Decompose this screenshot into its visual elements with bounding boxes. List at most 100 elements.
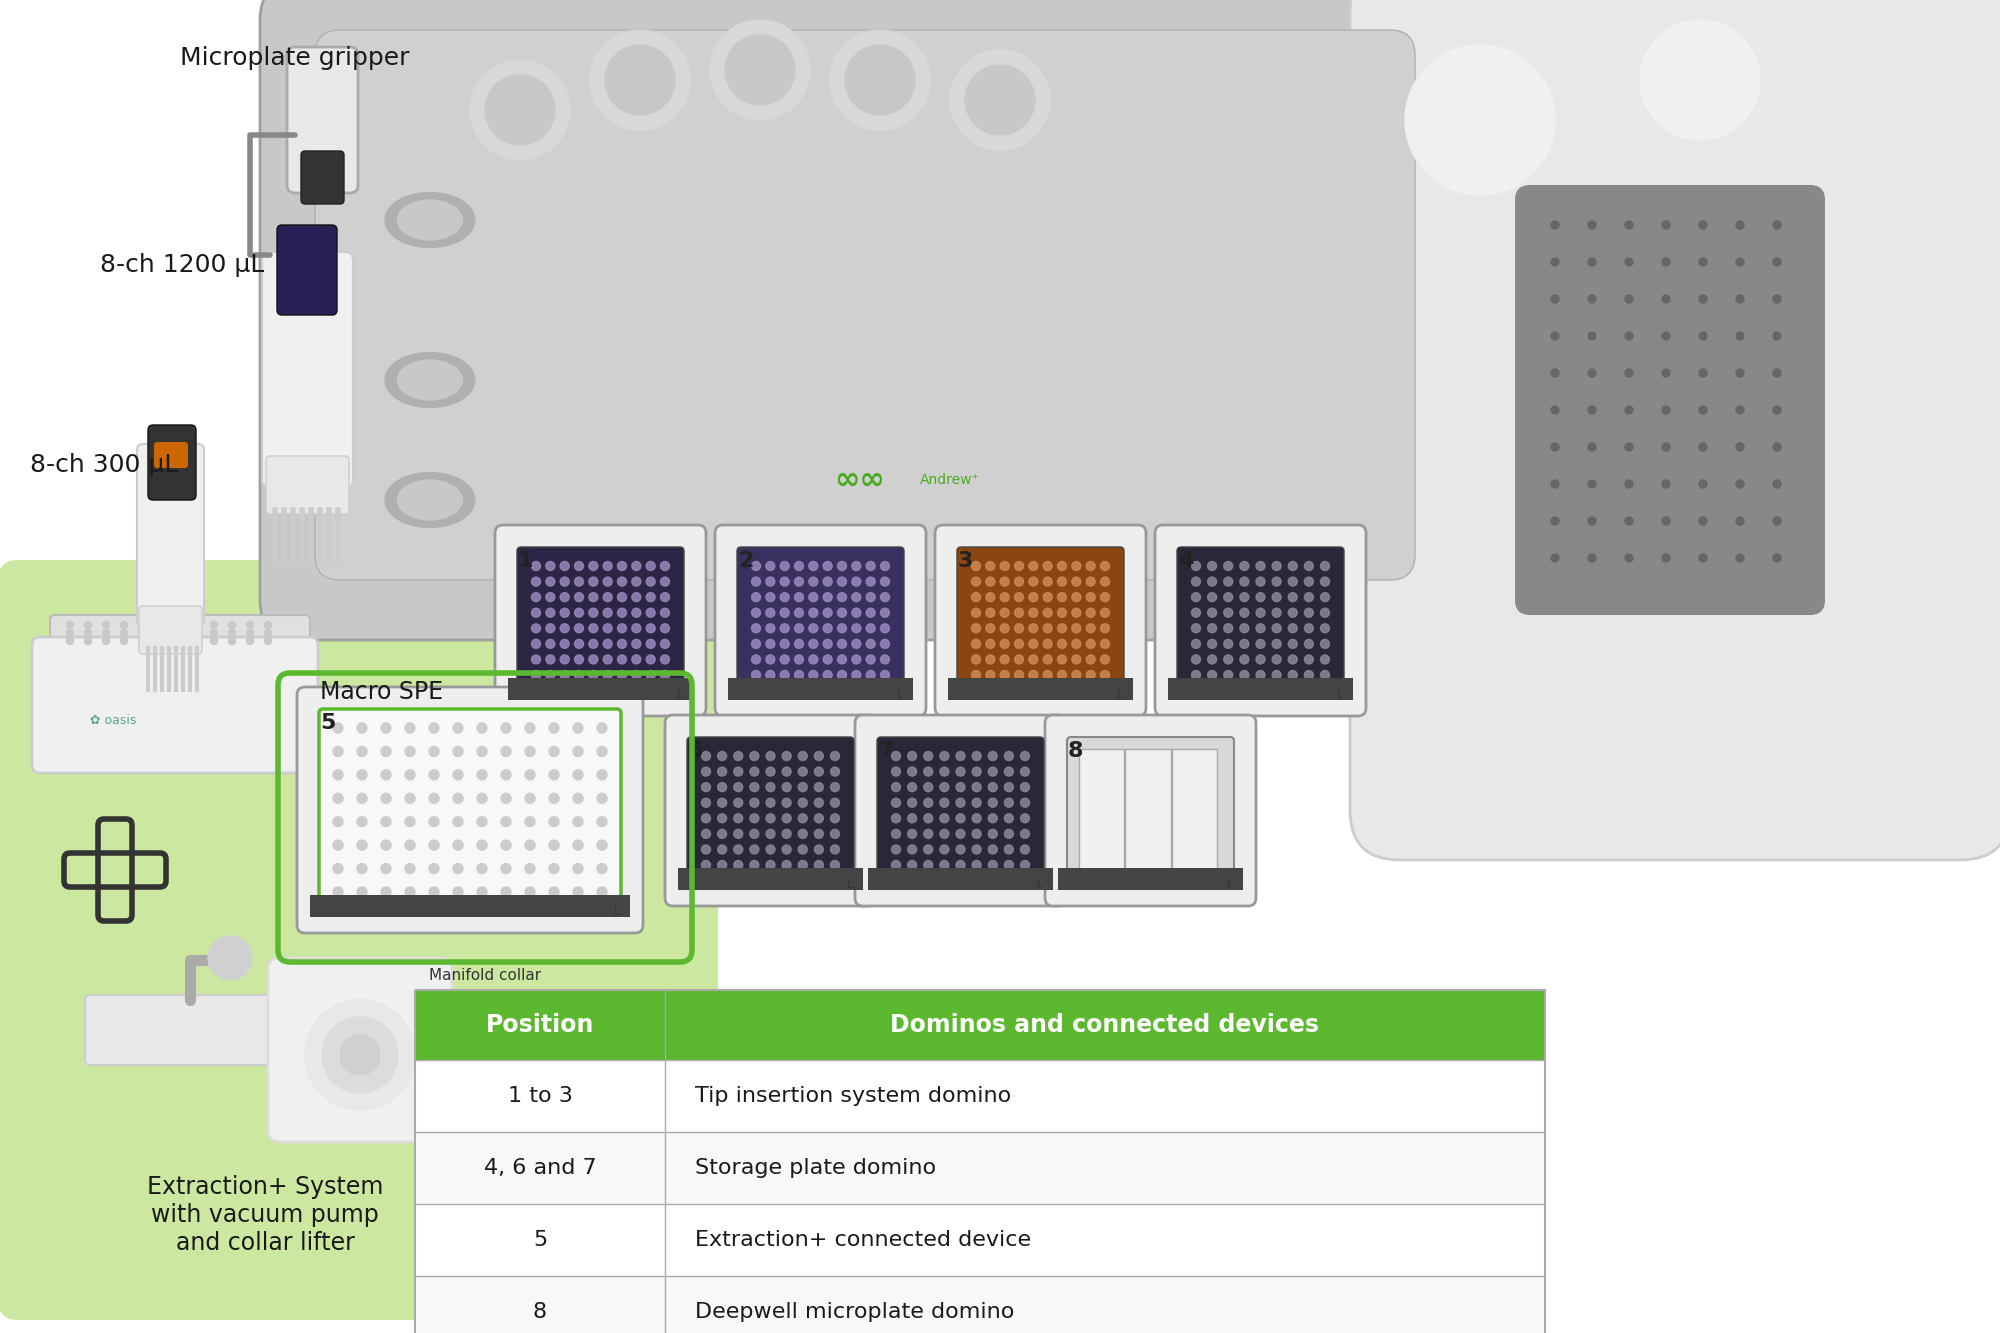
Circle shape xyxy=(718,766,726,776)
Circle shape xyxy=(548,770,560,780)
Circle shape xyxy=(1304,624,1314,633)
Circle shape xyxy=(972,670,980,680)
Text: L: L xyxy=(846,880,854,890)
Circle shape xyxy=(766,845,776,854)
Circle shape xyxy=(618,608,626,617)
Circle shape xyxy=(1700,369,1708,377)
Circle shape xyxy=(866,640,876,648)
Circle shape xyxy=(660,670,670,680)
Circle shape xyxy=(1304,608,1314,617)
Circle shape xyxy=(1240,640,1248,648)
Circle shape xyxy=(660,640,670,648)
Circle shape xyxy=(1072,655,1080,664)
Circle shape xyxy=(574,593,584,601)
Circle shape xyxy=(66,637,74,644)
Circle shape xyxy=(1304,593,1314,601)
FancyBboxPatch shape xyxy=(1058,868,1244,890)
FancyBboxPatch shape xyxy=(1080,749,1124,872)
Circle shape xyxy=(1552,517,1560,525)
Circle shape xyxy=(452,886,464,897)
Circle shape xyxy=(1224,624,1232,633)
FancyBboxPatch shape xyxy=(1350,0,2000,860)
Circle shape xyxy=(604,624,612,633)
Circle shape xyxy=(766,624,774,633)
Circle shape xyxy=(824,624,832,633)
Circle shape xyxy=(1100,670,1110,680)
Circle shape xyxy=(1028,577,1038,587)
Circle shape xyxy=(192,637,200,644)
Text: L: L xyxy=(1336,690,1344,700)
Circle shape xyxy=(940,766,948,776)
Circle shape xyxy=(766,829,776,838)
Circle shape xyxy=(1588,480,1596,488)
Circle shape xyxy=(1774,517,1782,525)
Circle shape xyxy=(560,608,570,617)
Circle shape xyxy=(632,624,640,633)
Circle shape xyxy=(972,782,982,792)
Circle shape xyxy=(380,722,392,733)
Circle shape xyxy=(84,637,92,644)
Circle shape xyxy=(532,640,540,648)
Circle shape xyxy=(404,840,416,850)
Circle shape xyxy=(824,608,832,617)
Circle shape xyxy=(404,746,416,756)
Circle shape xyxy=(780,561,790,571)
Circle shape xyxy=(574,640,584,648)
Circle shape xyxy=(766,640,774,648)
Circle shape xyxy=(646,670,656,680)
Circle shape xyxy=(780,577,790,587)
Circle shape xyxy=(1000,624,1010,633)
Circle shape xyxy=(590,31,690,131)
Circle shape xyxy=(1256,624,1266,633)
Circle shape xyxy=(332,746,344,756)
Circle shape xyxy=(1774,332,1782,340)
Circle shape xyxy=(782,798,792,808)
Circle shape xyxy=(750,752,758,761)
Circle shape xyxy=(892,861,900,869)
FancyBboxPatch shape xyxy=(416,1204,1544,1276)
Circle shape xyxy=(1736,443,1744,451)
Circle shape xyxy=(830,752,840,761)
FancyBboxPatch shape xyxy=(936,525,1146,716)
Circle shape xyxy=(174,637,182,644)
FancyBboxPatch shape xyxy=(136,444,204,627)
Circle shape xyxy=(404,886,416,897)
Circle shape xyxy=(892,813,900,822)
Circle shape xyxy=(1774,407,1782,415)
FancyBboxPatch shape xyxy=(1172,749,1216,872)
Circle shape xyxy=(174,621,182,628)
Circle shape xyxy=(1004,829,1014,838)
Circle shape xyxy=(452,793,464,804)
Circle shape xyxy=(838,670,846,680)
Circle shape xyxy=(986,593,994,601)
FancyBboxPatch shape xyxy=(268,958,452,1142)
Circle shape xyxy=(618,655,626,664)
Circle shape xyxy=(356,770,368,780)
Circle shape xyxy=(588,655,598,664)
FancyBboxPatch shape xyxy=(296,686,644,933)
Circle shape xyxy=(332,722,344,733)
FancyBboxPatch shape xyxy=(496,525,706,716)
Circle shape xyxy=(940,752,948,761)
Circle shape xyxy=(1100,640,1110,648)
Circle shape xyxy=(852,593,860,601)
Circle shape xyxy=(752,624,760,633)
Circle shape xyxy=(988,798,998,808)
Circle shape xyxy=(782,766,792,776)
Circle shape xyxy=(702,845,710,854)
Circle shape xyxy=(618,640,626,648)
Circle shape xyxy=(852,670,860,680)
Circle shape xyxy=(956,752,964,761)
Circle shape xyxy=(356,817,368,826)
Circle shape xyxy=(1736,407,1744,415)
Circle shape xyxy=(814,766,824,776)
Circle shape xyxy=(102,629,110,636)
Circle shape xyxy=(766,782,776,792)
Circle shape xyxy=(972,861,982,869)
FancyBboxPatch shape xyxy=(1126,749,1170,872)
Circle shape xyxy=(452,722,464,733)
Circle shape xyxy=(546,655,554,664)
Circle shape xyxy=(1058,593,1066,601)
Circle shape xyxy=(1192,670,1200,680)
Circle shape xyxy=(588,624,598,633)
